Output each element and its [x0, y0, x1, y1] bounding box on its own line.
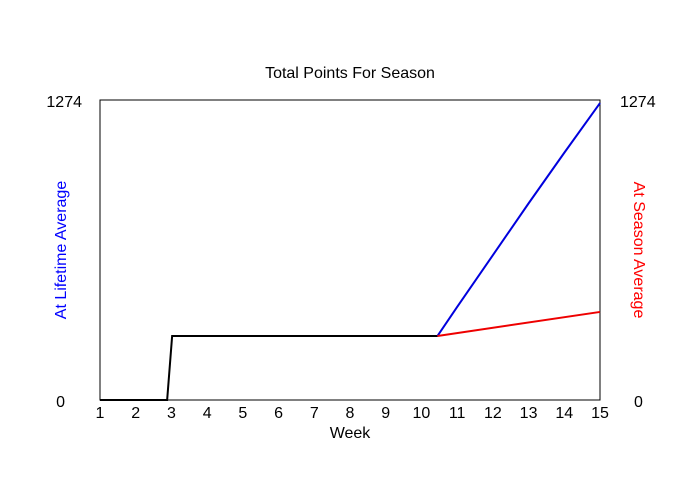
x-tick-label: 9 [381, 405, 390, 422]
x-tick-label: 2 [131, 405, 140, 422]
x-tick-label: 3 [167, 405, 176, 422]
x-tick-label: 11 [449, 405, 466, 422]
x-tick-label: 14 [555, 405, 573, 422]
y-axis-label-left: At Lifetime Average [53, 181, 70, 320]
x-tick-label: 5 [238, 405, 247, 422]
y-axis-label-right: At Season Average [630, 182, 647, 319]
plot-frame [99, 99, 601, 401]
series-line-0 [100, 334, 438, 401]
x-tick-label: 1 [96, 405, 105, 422]
x-tick-label: 13 [520, 405, 538, 422]
x-tick-label: 7 [310, 405, 319, 422]
chart-title: Total Points For Season [265, 65, 435, 82]
x-tick-label: 6 [274, 405, 283, 422]
x-axis-label: Week [330, 425, 372, 442]
y-tick-left-min: 0 [56, 394, 65, 411]
x-tick-label: 15 [591, 405, 609, 422]
x-tick-label: 12 [484, 405, 502, 422]
y-tick-right-min: 0 [634, 394, 643, 411]
y-tick-right-max: 1274 [620, 94, 656, 111]
y-tick-left-max: 1274 [46, 94, 82, 111]
x-tick-label: 8 [346, 405, 355, 422]
series-line-2 [437, 310, 601, 337]
x-tick-label: 4 [203, 405, 212, 422]
x-tick-label: 10 [413, 405, 431, 422]
series-line-1 [436, 102, 601, 337]
